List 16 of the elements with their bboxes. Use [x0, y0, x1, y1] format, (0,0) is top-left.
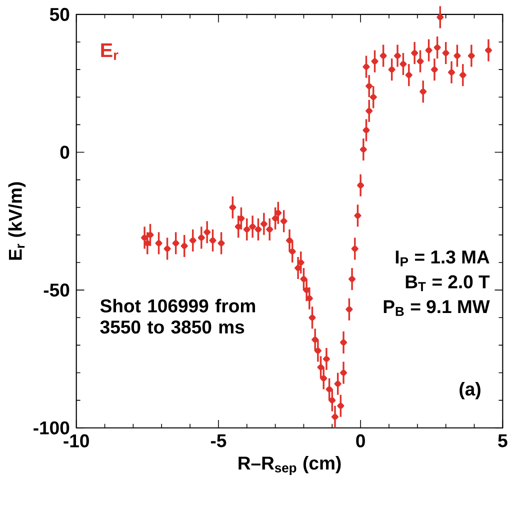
y-tick-label: 50 [50, 8, 70, 21]
x-tick-label: 0 [356, 434, 365, 448]
annotation: Shot 106999 from 3550 to 3850 ms [100, 298, 256, 334]
y-tick-label: -50 [44, 283, 70, 297]
y-axis-title: E$_{r}$ (kV/m) [8, 182, 26, 260]
annotation: I$_{P}$ = 1.3 MA [396, 250, 490, 266]
annotation: B$_{T}$ = 2.0 T [406, 275, 490, 291]
text: E$_{r}$ [101, 43, 118, 60]
annotation: P$_{B}$ = 9.1 MW [384, 300, 490, 316]
y-tick-label: -100 [34, 421, 70, 434]
x-tick-label: -10 [64, 434, 89, 448]
x-axis-title: R–R$_{sep}$ (cm) [238, 456, 341, 475]
x-tick-label: -5 [210, 434, 226, 448]
x-tick-label: 5 [498, 434, 508, 448]
y-tick-label: 0 [60, 146, 70, 159]
annotation: (a) [460, 382, 480, 400]
